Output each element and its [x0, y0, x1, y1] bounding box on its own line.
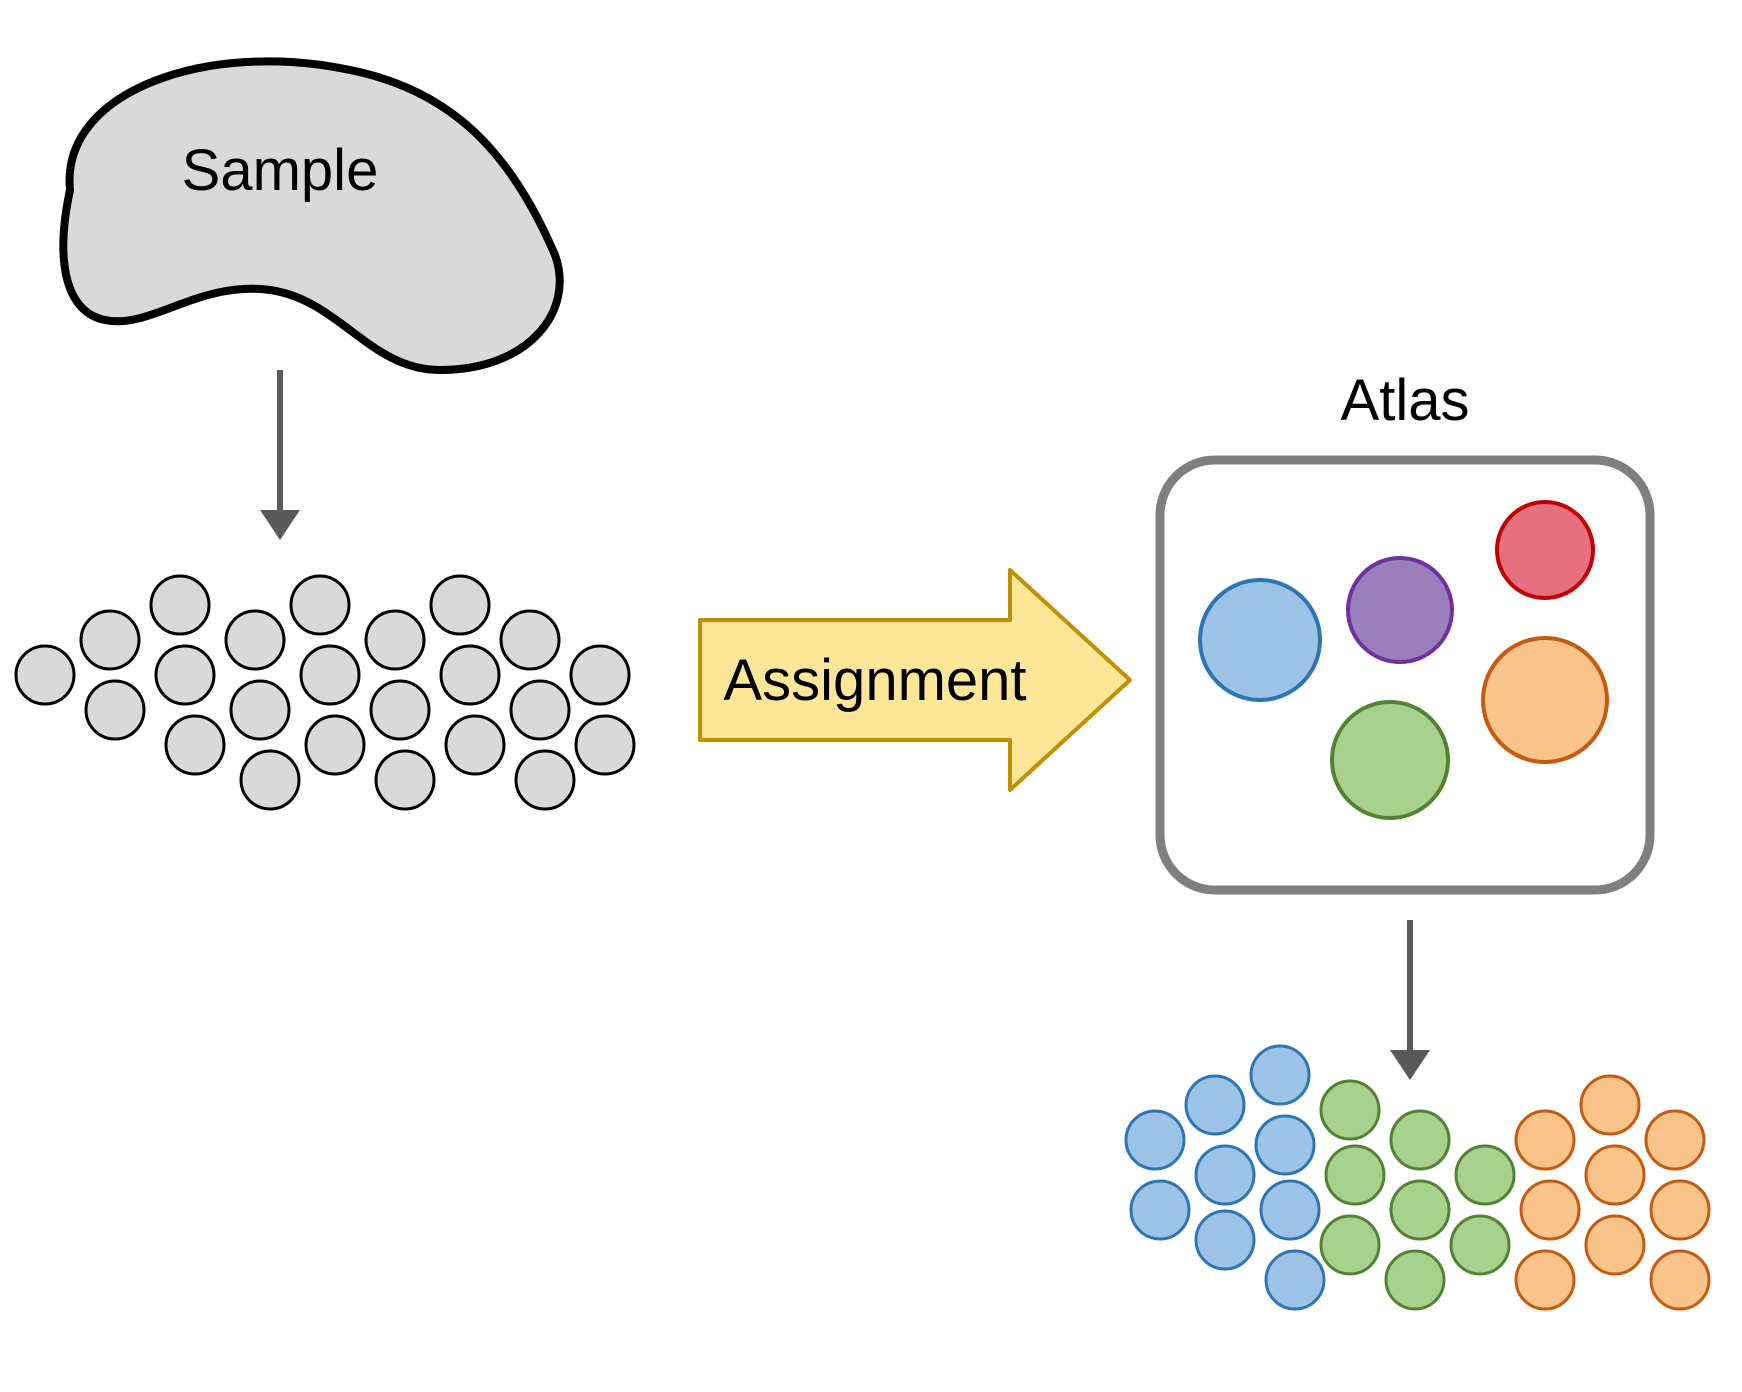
grey-cell: [431, 576, 489, 634]
grey-cell: [571, 646, 629, 704]
sample-blob: [63, 61, 559, 370]
grey-cell: [301, 646, 359, 704]
grey-cell: [151, 576, 209, 634]
atlas-label: Atlas: [1341, 368, 1470, 433]
atlas-node-purple: [1348, 558, 1452, 662]
arrow-atlas-down-head: [1390, 1050, 1430, 1080]
out-cell-green: [1456, 1146, 1514, 1204]
out-cell-blue: [1266, 1251, 1324, 1309]
grey-cell: [226, 611, 284, 669]
out-cell-green: [1321, 1216, 1379, 1274]
atlas-node-green: [1332, 702, 1448, 818]
out-cell-green: [1326, 1146, 1384, 1204]
out-cell-green: [1391, 1111, 1449, 1169]
grey-cell: [501, 611, 559, 669]
out-cell-green: [1451, 1216, 1509, 1274]
out-cells-orange: [1516, 1076, 1709, 1309]
grey-cell: [371, 681, 429, 739]
atlas-node-blue: [1200, 580, 1320, 700]
out-cell-orange: [1521, 1181, 1579, 1239]
grey-cell: [16, 646, 74, 704]
grey-cell: [291, 576, 349, 634]
out-cell-orange: [1586, 1216, 1644, 1274]
grey-cell: [576, 716, 634, 774]
grey-cell: [306, 716, 364, 774]
out-cell-orange: [1516, 1251, 1574, 1309]
grey-cell: [366, 611, 424, 669]
out-cell-green: [1386, 1251, 1444, 1309]
out-cell-blue: [1256, 1116, 1314, 1174]
grey-cell: [166, 716, 224, 774]
grey-cell: [446, 716, 504, 774]
out-cell-orange: [1581, 1076, 1639, 1134]
out-cell-blue: [1131, 1181, 1189, 1239]
grey-cell: [231, 681, 289, 739]
grey-cell: [81, 611, 139, 669]
grey-cell: [376, 751, 434, 809]
grey-cell: [516, 751, 574, 809]
out-cell-blue: [1196, 1211, 1254, 1269]
atlas-node-orange: [1483, 638, 1607, 762]
grey-cell: [511, 681, 569, 739]
out-cell-blue: [1251, 1046, 1309, 1104]
diagram-canvas: Sample Assignment Atlas: [0, 0, 1742, 1392]
out-cell-blue: [1186, 1076, 1244, 1134]
out-cell-orange: [1651, 1181, 1709, 1239]
grey-cell: [441, 646, 499, 704]
out-cell-blue: [1126, 1111, 1184, 1169]
out-cell-orange: [1651, 1251, 1709, 1309]
grey-cell: [156, 646, 214, 704]
out-cell-green: [1391, 1181, 1449, 1239]
atlas-node-red: [1497, 502, 1593, 598]
out-cell-blue: [1196, 1146, 1254, 1204]
sample-label: Sample: [182, 138, 379, 203]
out-cell-blue: [1261, 1181, 1319, 1239]
grey-cell: [86, 681, 144, 739]
grey-cell: [241, 751, 299, 809]
out-cells-green: [1321, 1081, 1514, 1309]
assignment-label: Assignment: [723, 648, 1026, 713]
out-cell-orange: [1586, 1146, 1644, 1204]
out-cell-green: [1321, 1081, 1379, 1139]
out-cell-orange: [1646, 1111, 1704, 1169]
arrow-sample-down-head: [260, 510, 300, 540]
out-cells-blue: [1126, 1046, 1324, 1309]
grey-cells: [16, 576, 634, 809]
out-cell-orange: [1516, 1111, 1574, 1169]
